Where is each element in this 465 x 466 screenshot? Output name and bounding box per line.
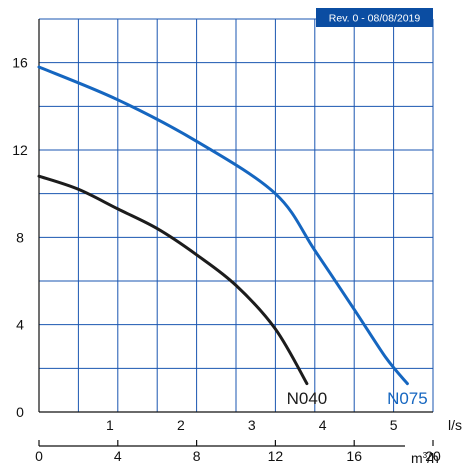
x-secondary-tick-label: 3 <box>248 417 256 433</box>
series-curves <box>37 65 409 386</box>
axes <box>38 19 434 447</box>
series-line-n075 <box>37 65 409 386</box>
y-tick-label: 8 <box>16 229 24 245</box>
revision-badge-text: Rev. 0 - 08/08/2019 <box>329 13 421 25</box>
y-tick-label: 16 <box>12 55 28 71</box>
y-tick-label: 12 <box>12 142 28 158</box>
x-primary-tick-label: 16 <box>346 448 362 464</box>
x-secondary-tick-label: 4 <box>319 417 327 433</box>
x-primary-tick-label: 20 <box>425 448 441 464</box>
series-label-n075: N075 <box>387 389 428 408</box>
revision-badge-background <box>316 8 433 27</box>
series-line-n040 <box>37 174 309 386</box>
revision-badge: Rev. 0 - 08/08/2019 <box>316 8 433 27</box>
x-secondary-tick-label: 5 <box>390 417 398 433</box>
x-secondary-tick-label: 2 <box>177 417 185 433</box>
x-primary-tick-label: 0 <box>35 448 43 464</box>
x-primary-tick-label: 12 <box>268 448 284 464</box>
x-primary-unit-label: m3/h <box>411 450 439 466</box>
y-tick-label: 0 <box>16 404 24 420</box>
x-secondary-tick-label: 1 <box>106 417 114 433</box>
x-primary-tick-label: 8 <box>193 448 201 464</box>
y-tick-label: 4 <box>16 317 24 333</box>
grid <box>39 18 434 412</box>
x-secondary-unit-label: l/s <box>448 417 462 433</box>
series-label-n040: N040 <box>287 389 328 408</box>
x-primary-tick-label: 4 <box>114 448 122 464</box>
